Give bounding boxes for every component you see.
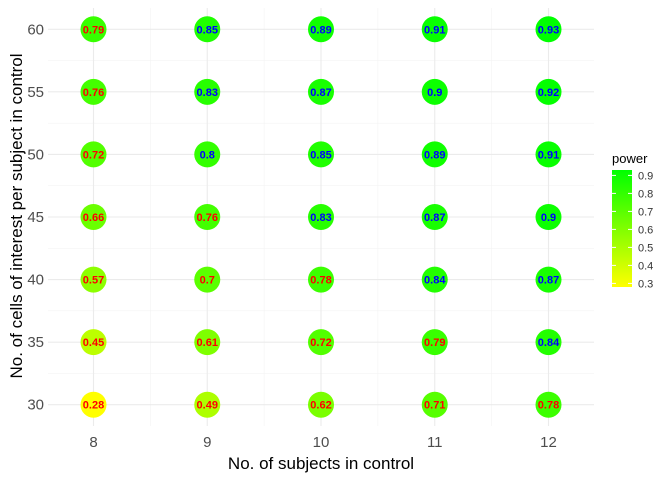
data-label: 0.9 — [541, 212, 556, 224]
data-label: 0.83 — [310, 212, 331, 224]
data-point — [535, 204, 562, 230]
legend-tick-label: 0.8 — [638, 188, 653, 200]
data-point — [535, 78, 562, 105]
y-tick-label: 55 — [27, 84, 44, 101]
points: 0.28 0.49 0.62 0.71 0.78 0.45 0.61 0.72 0.79 0.84… — [80, 16, 562, 418]
data-label: 0.84 — [538, 337, 560, 349]
y-tick-label: 35 — [27, 334, 44, 351]
data-label: 0.76 — [197, 212, 218, 224]
x-tick-label: 10 — [313, 434, 330, 451]
data-point — [308, 16, 334, 43]
data-label: 0.89 — [424, 149, 445, 161]
data-label: 0.84 — [424, 275, 446, 287]
data-label: 0.61 — [197, 337, 218, 349]
legend-tick-label: 0.3 — [638, 278, 653, 290]
data-point — [308, 391, 334, 418]
data-label: 0.28 — [83, 400, 104, 412]
data-point — [535, 141, 562, 168]
legend-title: power — [612, 151, 648, 166]
legend-tick-label: 0.6 — [638, 224, 653, 236]
data-label: 0.57 — [83, 275, 104, 287]
x-tick-label: 9 — [203, 434, 211, 451]
data-point — [80, 204, 107, 230]
x-tick-label: 8 — [89, 434, 97, 451]
data-label: 0.45 — [83, 337, 104, 349]
x-tick-label: 12 — [540, 434, 557, 451]
data-point — [535, 266, 562, 293]
data-label: 0.72 — [83, 149, 104, 161]
data-label: 0.91 — [538, 149, 559, 161]
data-point — [80, 141, 107, 168]
data-point — [535, 16, 562, 43]
data-point — [308, 204, 334, 230]
data-label: 0.62 — [310, 400, 331, 412]
data-label: 0.79 — [424, 337, 445, 349]
data-point — [80, 391, 107, 418]
data-label: 0.87 — [538, 275, 559, 287]
x-axis-ticks: 8 9 10 11 12 — [89, 434, 557, 451]
legend-ticks: 0.3 0.4 0.5 0.6 0.7 0.8 0.9 — [612, 170, 653, 290]
y-axis-ticks: 30 35 40 45 50 55 60 — [27, 21, 44, 413]
y-tick-label: 30 — [27, 397, 44, 414]
y-tick-label: 60 — [27, 21, 44, 38]
x-axis-title: No. of subjects in control — [228, 454, 414, 473]
data-label: 0.49 — [197, 400, 218, 412]
data-point — [421, 204, 448, 230]
data-point — [421, 266, 448, 293]
data-point — [194, 78, 221, 105]
data-point — [421, 16, 448, 43]
data-point — [194, 204, 221, 230]
data-label: 0.78 — [538, 400, 559, 412]
data-point — [535, 329, 562, 356]
data-point — [80, 78, 107, 105]
data-point — [421, 141, 448, 168]
data-point — [194, 16, 221, 43]
data-label: 0.78 — [310, 275, 331, 287]
data-point — [80, 16, 107, 43]
data-label: 0.72 — [310, 337, 331, 349]
y-tick-label: 50 — [27, 146, 44, 163]
data-point — [194, 329, 221, 356]
data-point — [308, 78, 334, 105]
data-point — [194, 141, 221, 168]
legend-tick-label: 0.7 — [638, 206, 653, 218]
data-label: 0.91 — [424, 24, 445, 36]
data-label: 0.83 — [197, 87, 218, 99]
y-axis-title: No. of cells of interest per subject in … — [7, 53, 26, 378]
y-tick-label: 45 — [27, 209, 44, 226]
data-label: 0.79 — [83, 24, 104, 36]
data-label: 0.9 — [427, 87, 442, 99]
data-label: 0.93 — [538, 24, 559, 36]
y-tick-label: 40 — [27, 272, 44, 289]
data-point — [535, 391, 562, 418]
data-point — [194, 391, 221, 418]
data-label: 0.7 — [200, 275, 215, 287]
data-point — [308, 329, 334, 356]
legend-colorbar — [612, 170, 632, 287]
data-label: 0.76 — [83, 87, 104, 99]
data-point — [80, 329, 107, 356]
legend-tick-label: 0.9 — [638, 170, 653, 182]
legend-tick-label: 0.4 — [638, 260, 653, 272]
data-point — [194, 266, 221, 293]
data-label: 0.87 — [424, 212, 445, 224]
data-point — [308, 141, 334, 168]
data-label: 0.8 — [200, 149, 215, 161]
data-label: 0.92 — [538, 87, 559, 99]
data-label: 0.66 — [83, 212, 104, 224]
data-point — [308, 266, 334, 293]
data-point — [421, 329, 448, 356]
data-label: 0.89 — [310, 24, 331, 36]
data-label: 0.85 — [310, 149, 331, 161]
data-label: 0.85 — [197, 24, 218, 36]
legend: power 0.3 0.4 0.5 0.6 0.7 0.8 0.9 — [612, 151, 653, 290]
data-point — [421, 78, 448, 105]
data-point — [80, 266, 107, 293]
data-label: 0.71 — [424, 400, 445, 412]
legend-tick-label: 0.5 — [638, 242, 653, 254]
data-point — [421, 391, 448, 418]
x-tick-label: 11 — [427, 434, 443, 451]
data-label: 0.87 — [310, 87, 331, 99]
